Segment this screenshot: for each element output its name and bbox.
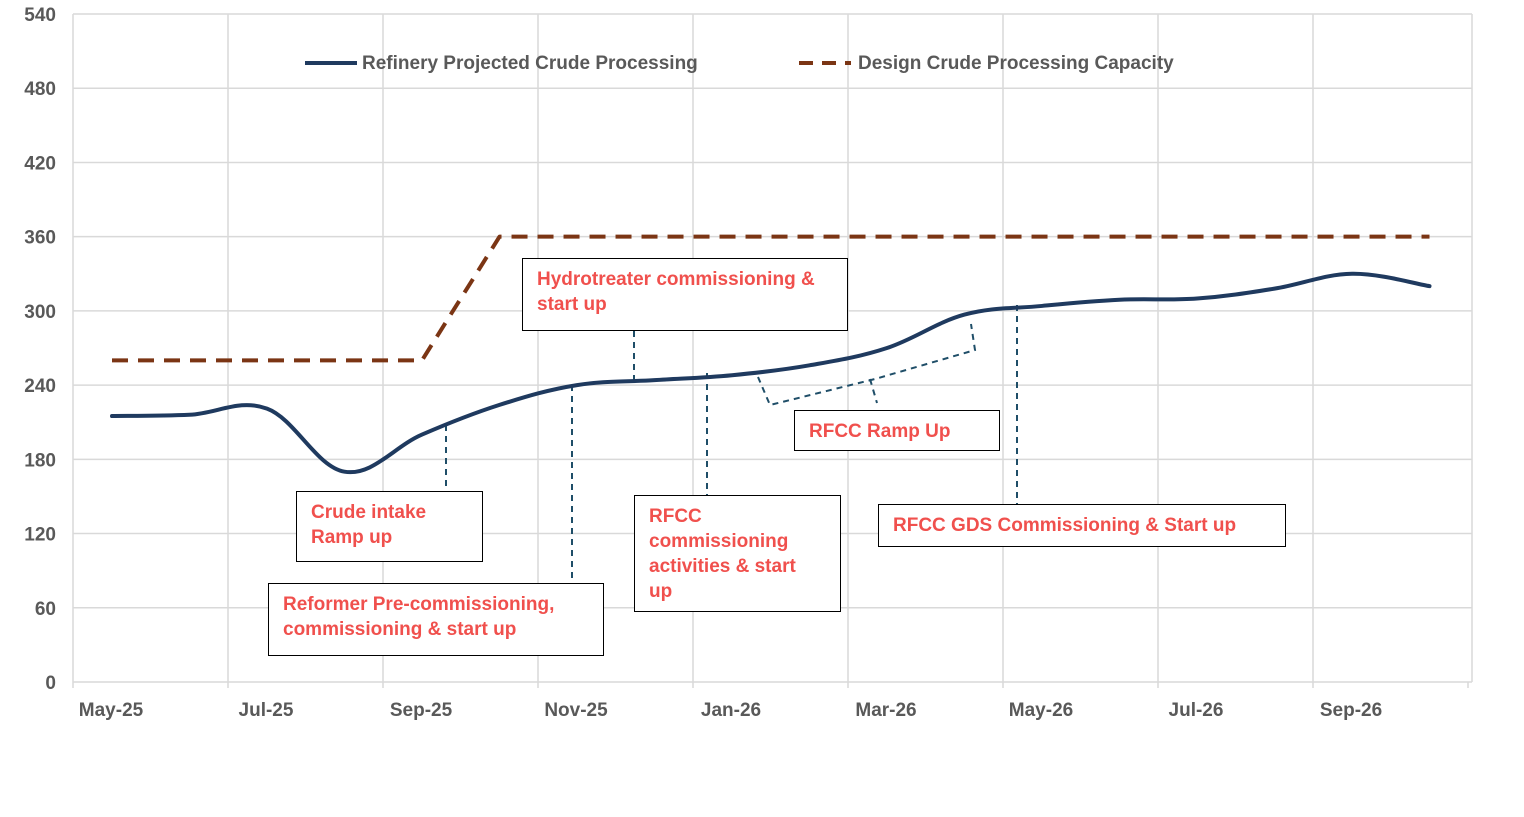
x-tick-Sep-26: Sep-26 xyxy=(1320,700,1382,721)
series-lines xyxy=(110,234,1432,475)
y-tick-360: 360 xyxy=(24,228,56,249)
y-tick-180: 180 xyxy=(24,450,56,471)
annotation-crude-intake-text: Crude intake Ramp up xyxy=(311,502,427,548)
tick-labels: 0 60 120 180 240 300 360 420 480 540 May-25 Jul-25 S… xyxy=(24,5,1382,721)
annotation-rfcc-ramp-up: RFCC Ramp Up xyxy=(794,410,1000,451)
legend-label-capacity: Design Crude Processing Capacity xyxy=(858,53,1174,74)
series-line-projected xyxy=(110,271,1432,475)
annotation-rfcc-commissioning-text: RFCC commissioning activities & start up xyxy=(649,506,796,602)
legend-label-projected: Refinery Projected Crude Processing xyxy=(362,53,698,74)
y-tick-240: 240 xyxy=(24,376,56,397)
y-tick-0: 0 xyxy=(45,673,56,694)
x-tick-May-26: May-26 xyxy=(1009,700,1073,721)
x-tick-Mar-26: Mar-26 xyxy=(855,700,916,721)
x-tick-Jul-25: Jul-25 xyxy=(239,700,294,721)
annotation-rfcc-gds-text: RFCC GDS Commissioning & Start up xyxy=(893,515,1237,536)
annotation-rfcc-gds: RFCC GDS Commissioning & Start up xyxy=(878,504,1286,547)
y-tick-120: 120 xyxy=(24,525,56,546)
annotation-reformer: Reformer Pre-commissioning, commissionin… xyxy=(268,583,604,656)
x-tick-Nov-25: Nov-25 xyxy=(544,700,608,721)
y-tick-300: 300 xyxy=(24,302,56,323)
x-tick-Jul-26: Jul-26 xyxy=(1169,700,1224,721)
y-tick-540: 540 xyxy=(24,5,56,26)
annotation-crude-intake: Crude intake Ramp up xyxy=(296,491,483,562)
x-tick-Jan-26: Jan-26 xyxy=(701,700,761,721)
y-tick-60: 60 xyxy=(35,599,56,620)
series-line-capacity xyxy=(112,234,1430,363)
annotation-hydrotreater: Hydrotreater commissioning & start up xyxy=(522,258,848,331)
y-tick-480: 480 xyxy=(24,79,56,100)
legend: Refinery Projected Crude Processing Desi… xyxy=(305,53,1174,74)
x-tick-May-25: May-25 xyxy=(79,700,144,721)
annotation-rfcc-commissioning: RFCC commissioning activities & start up xyxy=(634,495,841,612)
leader-rfcc-ramp-stem xyxy=(869,378,878,404)
annotation-rfcc-ramp-up-text: RFCC Ramp Up xyxy=(809,421,951,442)
axes xyxy=(72,14,1472,688)
y-tick-420: 420 xyxy=(24,153,56,174)
annotation-hydrotreater-text: Hydrotreater commissioning & start up xyxy=(537,269,815,315)
x-tick-Sep-25: Sep-25 xyxy=(390,700,453,721)
annotation-reformer-text: Reformer Pre-commissioning, commissionin… xyxy=(283,594,555,640)
annotation-leaders xyxy=(445,305,1018,583)
leader-rfcc-ramp-bracket xyxy=(757,323,977,407)
